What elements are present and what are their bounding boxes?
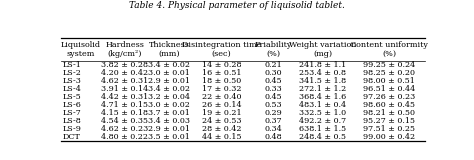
Text: 98.21 ± 0.50: 98.21 ± 0.50 <box>364 109 415 117</box>
Text: 3.2 ± 0.04: 3.2 ± 0.04 <box>148 93 190 101</box>
Text: 19 ± 0.21: 19 ± 0.21 <box>202 109 242 117</box>
Text: 272.1 ± 1.2: 272.1 ± 1.2 <box>299 85 346 93</box>
Text: LS-1: LS-1 <box>62 61 81 69</box>
Text: 17 ± 0.32: 17 ± 0.32 <box>202 85 241 93</box>
Text: Thickness
(mm): Thickness (mm) <box>149 41 190 58</box>
Text: 4.71 ± 0.15: 4.71 ± 0.15 <box>101 101 148 109</box>
Text: 492.2 ± 0.7: 492.2 ± 0.7 <box>299 117 346 125</box>
Text: 3.91 ± 0.14: 3.91 ± 0.14 <box>101 85 148 93</box>
Text: 0.53: 0.53 <box>264 101 282 109</box>
Text: 4.15 ± 0.18: 4.15 ± 0.18 <box>101 109 148 117</box>
Text: 3.4 ± 0.02: 3.4 ± 0.02 <box>148 61 190 69</box>
Text: 14 ± 0.28: 14 ± 0.28 <box>202 61 241 69</box>
Text: 0.21: 0.21 <box>264 61 282 69</box>
Text: 4.80 ± 0.22: 4.80 ± 0.22 <box>101 133 148 141</box>
Text: 0.29: 0.29 <box>264 109 282 117</box>
Text: LS-4: LS-4 <box>62 85 81 93</box>
Text: Friability
(%): Friability (%) <box>255 41 292 58</box>
Text: 0.45: 0.45 <box>264 93 282 101</box>
Text: Hardness
(kg/cm²): Hardness (kg/cm²) <box>105 41 144 58</box>
Text: 2.9 ± 0.01: 2.9 ± 0.01 <box>148 77 190 85</box>
Text: 332.5 ± 1.0: 332.5 ± 1.0 <box>299 109 346 117</box>
Text: LS-9: LS-9 <box>62 125 81 133</box>
Text: Weight variation
(mg): Weight variation (mg) <box>289 41 356 58</box>
Text: LS-8: LS-8 <box>62 117 81 125</box>
Text: 4.20 ± 0.42: 4.20 ± 0.42 <box>101 69 148 77</box>
Text: 97.51 ± 0.25: 97.51 ± 0.25 <box>364 125 415 133</box>
Text: 18 ± 0.50: 18 ± 0.50 <box>202 77 241 85</box>
Text: 0.37: 0.37 <box>264 117 282 125</box>
Text: LS-2: LS-2 <box>62 69 81 77</box>
Text: 3.5 ± 0.01: 3.5 ± 0.01 <box>148 133 190 141</box>
Text: 16 ± 0.51: 16 ± 0.51 <box>202 69 241 77</box>
Text: 95.27 ± 0.15: 95.27 ± 0.15 <box>364 117 415 125</box>
Text: 3.82 ± 0.28: 3.82 ± 0.28 <box>101 61 148 69</box>
Text: 0.33: 0.33 <box>264 85 282 93</box>
Text: 3.0 ± 0.01: 3.0 ± 0.01 <box>148 69 190 77</box>
Text: LS-7: LS-7 <box>62 109 81 117</box>
Text: 4.62 ± 0.31: 4.62 ± 0.31 <box>101 77 148 85</box>
Text: 3.4 ± 0.02: 3.4 ± 0.02 <box>148 85 190 93</box>
Text: 3.4 ± 0.03: 3.4 ± 0.03 <box>148 117 190 125</box>
Text: 638.1 ± 1.5: 638.1 ± 1.5 <box>299 125 346 133</box>
Text: 368.4 ± 1.6: 368.4 ± 1.6 <box>299 93 346 101</box>
Text: Content uniformity
(%): Content uniformity (%) <box>350 41 428 58</box>
Text: Table 4. Physical parameter of liquisolid tablet.: Table 4. Physical parameter of liquisoli… <box>129 1 345 10</box>
Text: 4.54 ± 0.35: 4.54 ± 0.35 <box>101 117 148 125</box>
Text: 3.0 ± 0.02: 3.0 ± 0.02 <box>148 101 190 109</box>
Text: 2.9 ± 0.01: 2.9 ± 0.01 <box>148 125 190 133</box>
Text: Liquisolid
system: Liquisolid system <box>60 41 100 58</box>
Text: 28 ± 0.42: 28 ± 0.42 <box>202 125 241 133</box>
Text: 99.00 ± 0.42: 99.00 ± 0.42 <box>364 133 416 141</box>
Text: 253.4 ± 0.8: 253.4 ± 0.8 <box>299 69 346 77</box>
Text: LS-3: LS-3 <box>62 77 81 85</box>
Text: 483.1 ± 0.4: 483.1 ± 0.4 <box>299 101 346 109</box>
Text: 0.30: 0.30 <box>264 69 282 77</box>
Text: 0.45: 0.45 <box>264 77 282 85</box>
Text: LS-5: LS-5 <box>62 93 81 101</box>
Text: 24 ± 0.53: 24 ± 0.53 <box>202 117 241 125</box>
Text: 0.34: 0.34 <box>264 125 282 133</box>
Text: 3.7 ± 0.01: 3.7 ± 0.01 <box>148 109 190 117</box>
Text: 98.60 ± 0.45: 98.60 ± 0.45 <box>364 101 415 109</box>
Text: 26 ± 0.14: 26 ± 0.14 <box>202 101 242 109</box>
Text: 99.25 ± 0.24: 99.25 ± 0.24 <box>363 61 416 69</box>
Text: 22 ± 0.40: 22 ± 0.40 <box>202 93 241 101</box>
Text: DCT: DCT <box>62 133 80 141</box>
Text: Disintegration time
(sec): Disintegration time (sec) <box>182 41 261 58</box>
Text: 4.42 ± 0.31: 4.42 ± 0.31 <box>101 93 148 101</box>
Text: 96.51 ± 0.44: 96.51 ± 0.44 <box>363 85 416 93</box>
Text: 241.8 ± 1.1: 241.8 ± 1.1 <box>299 61 346 69</box>
Text: 44 ± 0.15: 44 ± 0.15 <box>202 133 241 141</box>
Text: 98.00 ± 0.51: 98.00 ± 0.51 <box>364 77 415 85</box>
Text: 0.48: 0.48 <box>264 133 282 141</box>
Text: 97.26 ± 0.23: 97.26 ± 0.23 <box>363 93 416 101</box>
Text: 98.25 ± 0.20: 98.25 ± 0.20 <box>364 69 415 77</box>
Text: LS-6: LS-6 <box>62 101 81 109</box>
Text: 248.4 ± 0.5: 248.4 ± 0.5 <box>299 133 346 141</box>
Text: 341.5 ± 1.8: 341.5 ± 1.8 <box>299 77 346 85</box>
Text: 4.62 ± 0.23: 4.62 ± 0.23 <box>101 125 148 133</box>
